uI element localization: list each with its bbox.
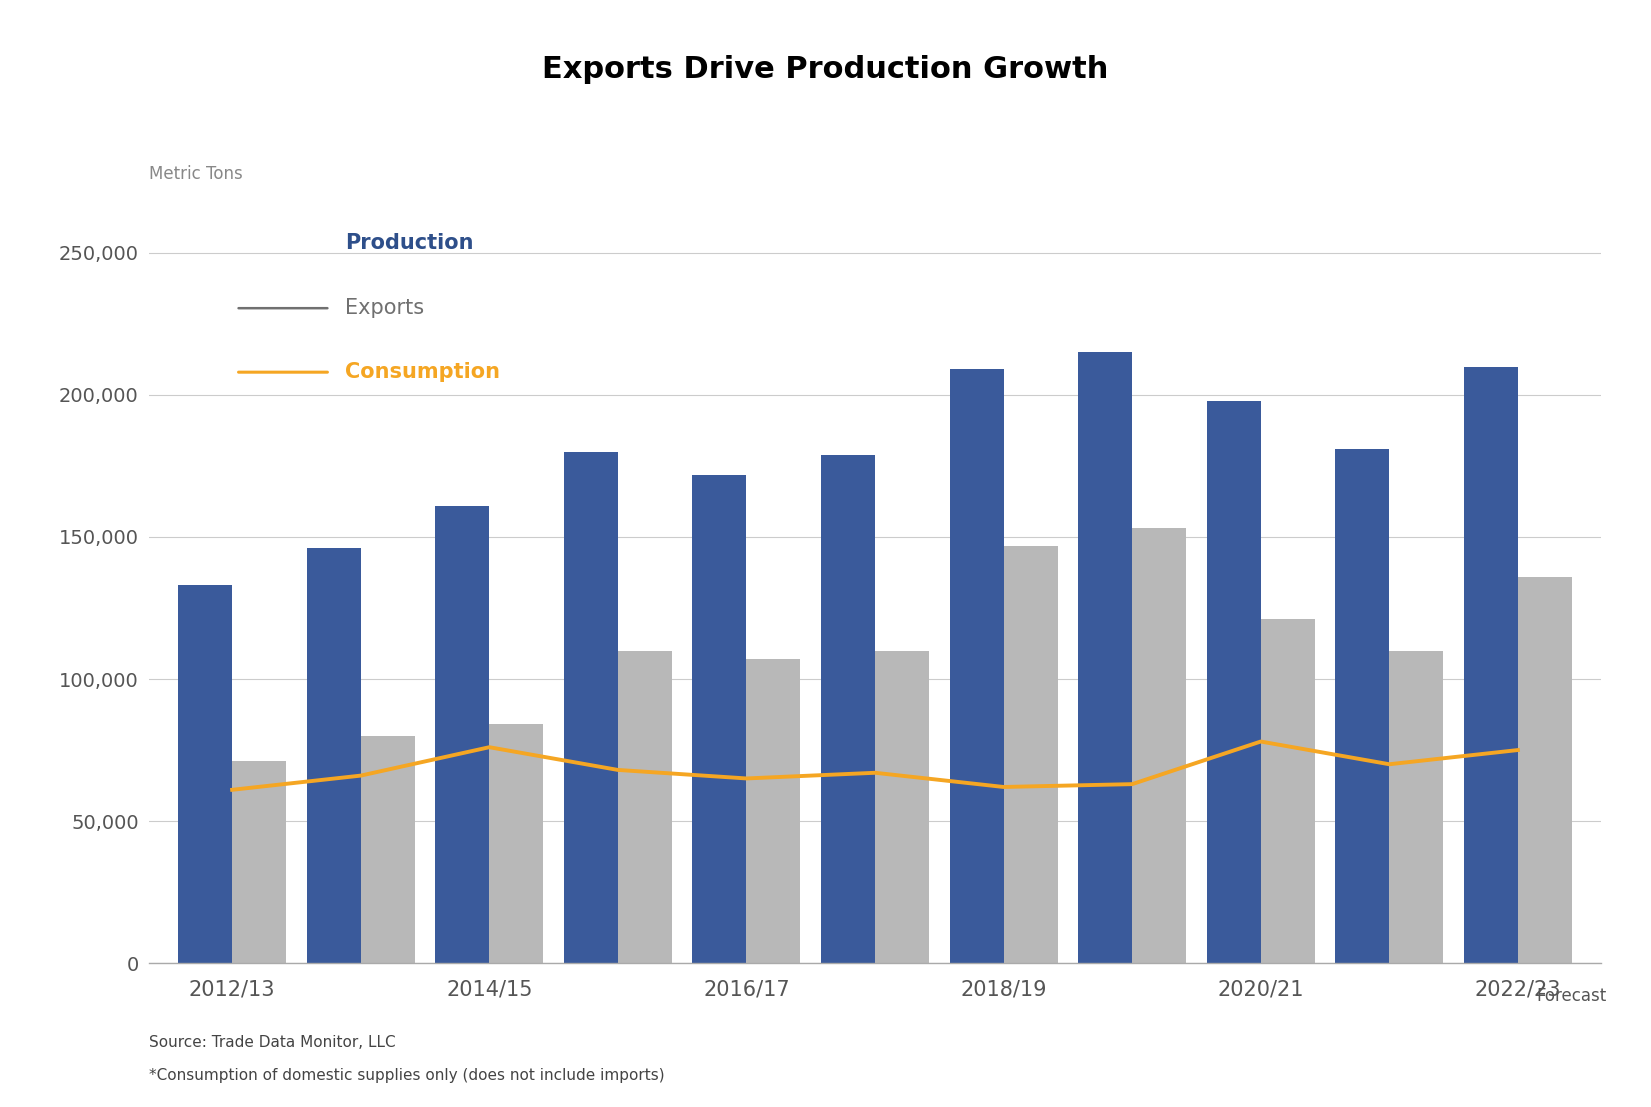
Text: Source: Trade Data Monitor, LLC: Source: Trade Data Monitor, LLC <box>149 1035 395 1051</box>
Bar <box>1336 449 1390 963</box>
Text: Production: Production <box>345 232 474 252</box>
Bar <box>617 651 672 963</box>
Bar <box>436 506 489 963</box>
Bar <box>692 475 746 963</box>
Bar <box>489 724 543 963</box>
Bar <box>949 370 1004 963</box>
Bar <box>1517 577 1572 963</box>
Bar <box>1207 401 1261 963</box>
Bar <box>746 659 801 963</box>
Bar <box>875 651 930 963</box>
Text: Forecast: Forecast <box>1537 987 1606 1005</box>
Bar <box>565 452 617 963</box>
Text: Consumption: Consumption <box>345 362 500 382</box>
Bar <box>1464 366 1517 963</box>
Bar <box>360 736 414 963</box>
Text: Metric Tons: Metric Tons <box>149 165 243 183</box>
Bar <box>821 455 875 963</box>
Text: *Consumption of domestic supplies only (does not include imports): *Consumption of domestic supplies only (… <box>149 1068 664 1084</box>
Bar <box>1004 546 1058 963</box>
Bar <box>307 548 360 963</box>
Bar <box>233 762 286 963</box>
Bar <box>1078 352 1133 963</box>
Bar <box>1133 528 1185 963</box>
Bar <box>178 586 233 963</box>
Bar <box>1261 620 1314 963</box>
Text: Exports Drive Production Growth: Exports Drive Production Growth <box>542 55 1109 84</box>
Bar <box>1390 651 1443 963</box>
Text: Exports: Exports <box>345 298 424 318</box>
